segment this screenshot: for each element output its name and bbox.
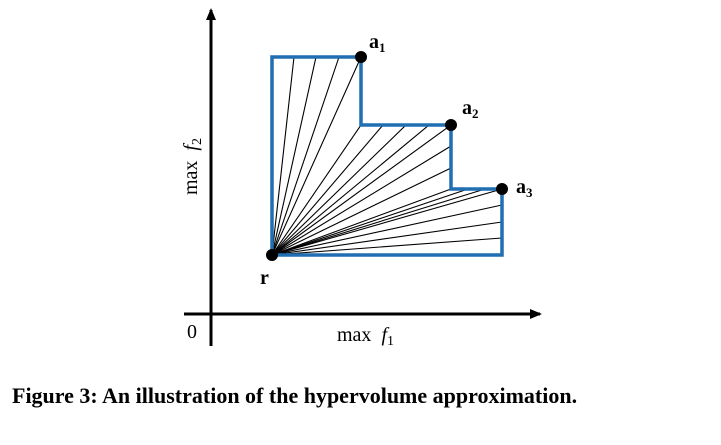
hypervolume-diagram: r a1 a2 a3 0 max f1 maxf2 — [180, 8, 542, 349]
y-axis-label-sub: 2 — [190, 138, 205, 145]
solution-label-a1: a1 — [369, 31, 386, 55]
origin-label: 0 — [187, 321, 197, 343]
x-axis-label-sub: 1 — [387, 334, 394, 349]
dominated-region-outline — [270, 55, 504, 257]
x-axis-label-var: f — [381, 324, 389, 346]
approximation-ray — [271, 237, 503, 256]
approximation-ray — [271, 56, 340, 256]
approximation-ray — [271, 124, 430, 256]
y-axis-label-max: max — [180, 161, 202, 195]
approximation-ray — [271, 188, 469, 256]
solution-point-a2 — [445, 119, 457, 131]
solution-label-a2-sub: 2 — [472, 106, 479, 121]
approximation-ray — [271, 167, 452, 256]
approximation-ray — [271, 124, 384, 256]
solution-label-a1-base: a — [369, 31, 379, 53]
reference-point-label: r — [260, 267, 269, 289]
x-axis-label-max: max — [337, 324, 371, 346]
solution-point-a3 — [496, 183, 508, 195]
solution-point-a1 — [355, 51, 367, 63]
approximation-ray — [271, 56, 317, 256]
approximation-ray — [271, 145, 452, 256]
approximation-rays — [271, 56, 503, 256]
approximation-ray — [271, 221, 503, 256]
approximation-ray — [271, 124, 452, 256]
approximation-ray — [271, 188, 452, 256]
y-axis-label-var: f — [180, 143, 202, 151]
solution-label-a2-base: a — [462, 97, 472, 119]
solution-label-a3-base: a — [516, 176, 526, 198]
approximation-ray — [271, 188, 503, 256]
approximation-ray — [271, 56, 295, 256]
solution-label-a3-sub: 3 — [526, 185, 533, 200]
figure-caption: Figure 3: An illustration of the hypervo… — [12, 383, 578, 408]
approximation-ray — [271, 124, 362, 256]
solution-label-a2: a2 — [462, 97, 479, 121]
x-axis-label: max f1 — [337, 324, 394, 349]
approximation-ray — [271, 124, 407, 256]
reference-point-r — [266, 249, 278, 261]
solution-label-a1-sub: 1 — [379, 40, 386, 55]
approximation-ray — [271, 204, 503, 256]
approximation-ray — [271, 188, 486, 256]
approximation-ray — [271, 56, 362, 256]
y-axis-label: max f2 — [180, 138, 205, 195]
solution-label-a3: a3 — [516, 176, 533, 200]
